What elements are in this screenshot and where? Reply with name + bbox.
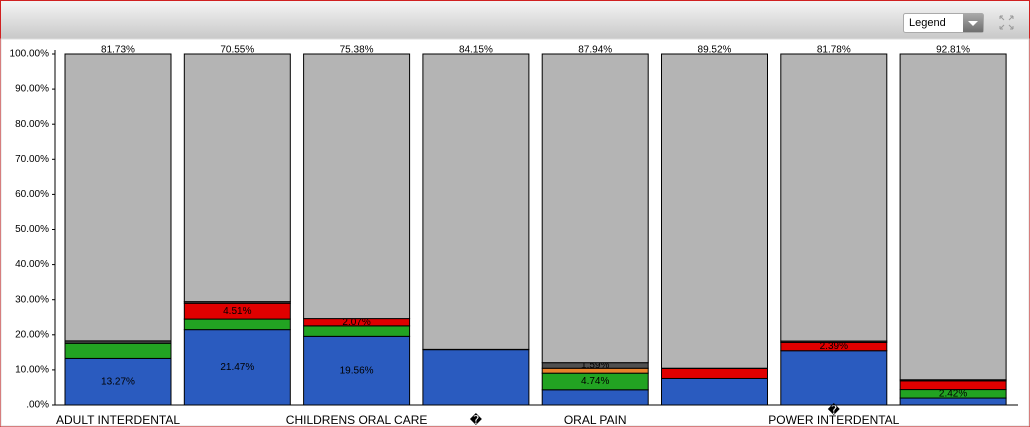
value-label: 2.42% [939,388,967,399]
annotation: � [828,403,841,417]
value-label: 70.55% [220,45,254,56]
y-tick-label: 20.00% [15,329,49,340]
bar-segment [64,53,172,342]
bar-segment [661,367,768,379]
bar-segment [64,357,172,406]
bar-segment [303,335,411,406]
bar-segment [661,377,768,406]
x-tick-label: CHILDRENS ORAL CARE [286,413,428,427]
value-label: 2.39% [820,341,848,352]
x-tick-label: POWER INTERDENTAL [768,413,899,427]
x-tick-label: ORAL PAIN [564,413,627,427]
legend-dropdown[interactable]: Legend [903,13,984,33]
bar-segment [541,389,649,406]
value-label: 4.74% [581,376,609,387]
bar-segment [183,329,291,406]
dropdown-label: Legend [909,17,946,29]
value-label: 2.07% [342,317,370,328]
y-tick-label: 100.00% [10,49,50,60]
y-tick-label: .00% [26,400,49,411]
expand-icon[interactable] [999,15,1014,30]
value-label: 19.56% [340,365,374,376]
y-tick-label: 80.00% [15,119,49,130]
bar-segment [303,53,411,320]
y-tick-label: 50.00% [15,224,49,235]
bar-segment [183,53,291,303]
x-tick-label: � [470,413,483,427]
value-label: 87.94% [578,45,612,56]
value-label: 1.59% [581,360,609,371]
bar-segment [64,342,172,359]
value-label: 81.73% [101,45,135,56]
value-label: 92.81% [936,45,970,56]
y-tick-label: 30.00% [15,294,49,305]
x-tick-label: ADULT INTERDENTAL [56,413,180,427]
y-tick-label: 10.00% [15,365,49,376]
bar-segment [780,350,888,406]
y-tick-label: 90.00% [15,84,49,95]
bar-segment [541,53,649,364]
value-label: 84.15% [459,45,493,56]
bar-segment [780,53,888,342]
bar-segment [899,53,1007,381]
value-label: 75.38% [340,45,374,56]
bar-segment [661,53,768,369]
bar-segment [422,53,530,350]
value-label: 81.78% [817,45,851,56]
bar-segment [183,318,291,331]
y-tick-label: 40.00% [15,259,49,270]
value-label: 4.51% [223,306,251,317]
header [1,1,1029,39]
bar-segment [422,349,530,406]
value-label: 21.47% [220,362,254,373]
dropdown-arrow [968,21,978,26]
y-tick-label: 70.00% [15,154,49,165]
expand-glyph[interactable] [999,15,1014,30]
value-label: 13.27% [101,376,135,387]
bar-segment [899,380,1007,391]
y-tick-label: 60.00% [15,189,49,200]
value-label: 89.52% [698,45,732,56]
